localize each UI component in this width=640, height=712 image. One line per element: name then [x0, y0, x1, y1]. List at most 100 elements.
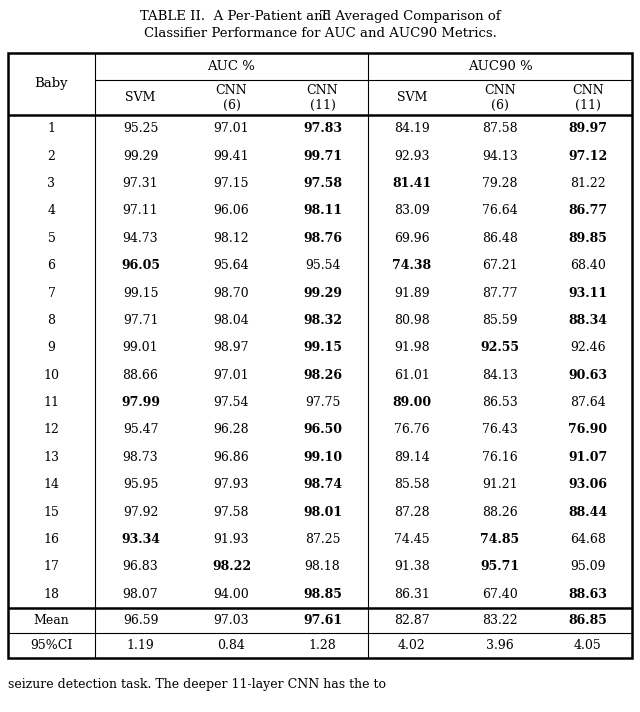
Text: 76.64: 76.64: [482, 204, 518, 217]
Text: 69.96: 69.96: [394, 231, 430, 245]
Text: 76.43: 76.43: [482, 424, 518, 436]
Text: 87.77: 87.77: [483, 286, 518, 300]
Text: 76.16: 76.16: [482, 451, 518, 464]
Text: 98.11: 98.11: [303, 204, 342, 217]
Text: 97.01: 97.01: [214, 122, 250, 135]
Text: 90.63: 90.63: [568, 369, 607, 382]
Text: 95.64: 95.64: [214, 259, 250, 272]
Text: 1.19: 1.19: [127, 639, 154, 652]
Text: 97.92: 97.92: [123, 506, 158, 518]
Text: 98.97: 98.97: [214, 341, 249, 355]
Text: 67.40: 67.40: [482, 588, 518, 601]
Text: 91.93: 91.93: [214, 533, 250, 546]
Text: 97.58: 97.58: [214, 506, 249, 518]
Text: 98.07: 98.07: [123, 588, 158, 601]
Text: 89.00: 89.00: [392, 396, 431, 409]
Text: 86.77: 86.77: [568, 204, 607, 217]
Text: 92.93: 92.93: [394, 150, 429, 162]
Text: 96.86: 96.86: [214, 451, 250, 464]
Text: 95.09: 95.09: [570, 560, 605, 573]
Text: 85.58: 85.58: [394, 478, 430, 491]
Text: 98.12: 98.12: [214, 231, 250, 245]
Text: 0.84: 0.84: [218, 639, 245, 652]
Text: 67.21: 67.21: [482, 259, 518, 272]
Text: 97.31: 97.31: [123, 177, 158, 190]
Text: 79.28: 79.28: [483, 177, 518, 190]
Text: 76.76: 76.76: [394, 424, 430, 436]
Text: CNN
(11): CNN (11): [307, 83, 339, 112]
Text: 1: 1: [47, 122, 56, 135]
Text: 97.01: 97.01: [214, 369, 250, 382]
Text: 4.02: 4.02: [398, 639, 426, 652]
Text: 4: 4: [47, 204, 56, 217]
Text: 91.98: 91.98: [394, 341, 430, 355]
Text: 96.83: 96.83: [123, 560, 158, 573]
Text: 16: 16: [44, 533, 60, 546]
Text: 96.05: 96.05: [121, 259, 160, 272]
Text: 99.29: 99.29: [123, 150, 158, 162]
Text: 6: 6: [47, 259, 56, 272]
Text: 17: 17: [44, 560, 60, 573]
Text: SVM: SVM: [397, 91, 427, 104]
Text: 98.74: 98.74: [303, 478, 342, 491]
Text: 3.96: 3.96: [486, 639, 514, 652]
Bar: [8, 53, 632, 658]
Text: 97.83: 97.83: [303, 122, 342, 135]
Text: CNN
(6): CNN (6): [216, 83, 247, 112]
Text: 74.85: 74.85: [481, 533, 520, 546]
Text: 81.41: 81.41: [392, 177, 431, 190]
Text: 98.32: 98.32: [303, 314, 342, 327]
Text: 85.59: 85.59: [483, 314, 518, 327]
Text: 13: 13: [44, 451, 60, 464]
Text: 76.90: 76.90: [568, 424, 607, 436]
Text: CNN
(11): CNN (11): [572, 83, 604, 112]
Text: 96.28: 96.28: [214, 424, 250, 436]
Text: 74.38: 74.38: [392, 259, 431, 272]
Text: 4.05: 4.05: [574, 639, 602, 652]
Text: 89.97: 89.97: [568, 122, 607, 135]
Text: 99.71: 99.71: [303, 150, 342, 162]
Text: 95.95: 95.95: [123, 478, 158, 491]
Text: 94.73: 94.73: [123, 231, 158, 245]
Text: 91.21: 91.21: [482, 478, 518, 491]
Text: 87.64: 87.64: [570, 396, 606, 409]
Text: 98.73: 98.73: [123, 451, 158, 464]
Text: 97.61: 97.61: [303, 614, 342, 627]
Text: 97.75: 97.75: [305, 396, 340, 409]
Text: 93.11: 93.11: [568, 286, 607, 300]
Text: 92.55: 92.55: [481, 341, 520, 355]
Text: 94.00: 94.00: [214, 588, 250, 601]
Text: 96.50: 96.50: [303, 424, 342, 436]
Text: Mean: Mean: [34, 614, 69, 627]
Text: 82.87: 82.87: [394, 614, 430, 627]
Text: AUC %: AUC %: [207, 60, 255, 73]
Text: 97.54: 97.54: [214, 396, 249, 409]
Text: TABLE II.  A Per-Patient and Averaged Comparison of: TABLE II. A Per-Patient and Averaged Com…: [140, 10, 500, 23]
Text: 97.58: 97.58: [303, 177, 342, 190]
Text: 98.22: 98.22: [212, 560, 251, 573]
Text: 81.22: 81.22: [570, 177, 606, 190]
Text: 98.26: 98.26: [303, 369, 342, 382]
Text: 98.70: 98.70: [214, 286, 250, 300]
Text: seizure detection task. The deeper 11-layer CNN has the to: seizure detection task. The deeper 11-la…: [8, 678, 386, 691]
Text: 12: 12: [44, 424, 60, 436]
Text: 99.15: 99.15: [123, 286, 158, 300]
Text: 91.89: 91.89: [394, 286, 430, 300]
Text: 91.07: 91.07: [568, 451, 607, 464]
Text: 95.71: 95.71: [481, 560, 520, 573]
Text: 83.09: 83.09: [394, 204, 430, 217]
Text: T: T: [320, 10, 329, 23]
Text: 98.01: 98.01: [303, 506, 342, 518]
Text: 95.47: 95.47: [123, 424, 158, 436]
Text: 80.98: 80.98: [394, 314, 430, 327]
Text: 1.28: 1.28: [308, 639, 337, 652]
Text: 87.28: 87.28: [394, 506, 430, 518]
Text: 9: 9: [47, 341, 56, 355]
Text: 2: 2: [47, 150, 56, 162]
Text: 99.10: 99.10: [303, 451, 342, 464]
Text: CNN
(6): CNN (6): [484, 83, 516, 112]
Text: 98.76: 98.76: [303, 231, 342, 245]
Text: 87.58: 87.58: [482, 122, 518, 135]
Text: 88.66: 88.66: [123, 369, 159, 382]
Text: 88.26: 88.26: [482, 506, 518, 518]
